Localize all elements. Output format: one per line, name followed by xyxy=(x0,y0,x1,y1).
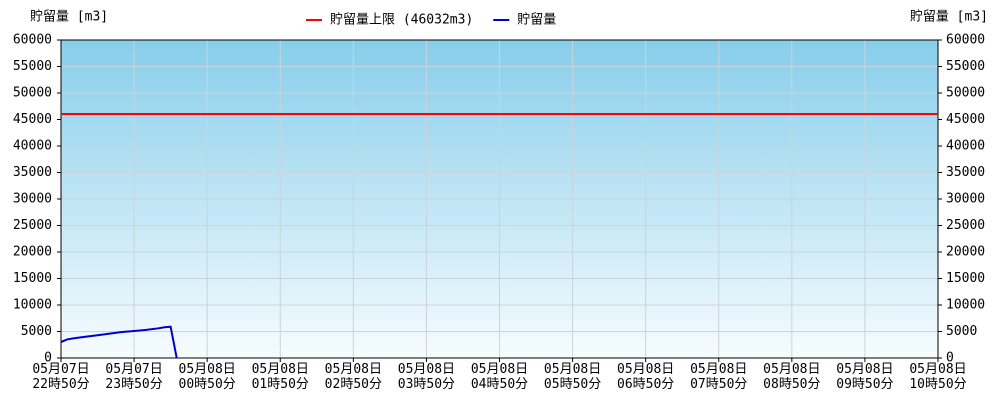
y2-axis-title: 貯留量 [m3] xyxy=(910,10,988,25)
y2-tick-label: 0 xyxy=(946,351,954,366)
y-tick-label: 55000 xyxy=(13,59,52,74)
x-tick-label: 05月08日 00時50分 xyxy=(178,362,236,392)
x-tick-label: 05月08日 03時50分 xyxy=(397,362,456,392)
x-tick-label: 05月08日 08時50分 xyxy=(763,362,821,392)
x-tick-label: 05月07日 23時50分 xyxy=(105,362,163,392)
y2-tick-label: 30000 xyxy=(946,192,985,207)
x-tick-label: 05月08日 04時50分 xyxy=(470,362,529,392)
y-tick-label: 0 xyxy=(44,351,52,366)
y-tick-label: 45000 xyxy=(13,112,52,127)
y2-tick-label: 15000 xyxy=(946,271,985,286)
x-tick-label: 05月07日 22時50分 xyxy=(32,362,90,392)
x-tick-label: 05月08日 01時50分 xyxy=(251,362,309,392)
y-tick-label: 10000 xyxy=(13,298,52,313)
y-tick-label: 40000 xyxy=(13,139,52,154)
y2-tick-label: 45000 xyxy=(946,112,985,127)
y-tick-label: 60000 xyxy=(13,33,52,48)
y2-tick-label: 35000 xyxy=(946,165,985,180)
plot-border xyxy=(60,39,939,359)
y2-tick-label: 10000 xyxy=(946,298,985,313)
y2-tick-label: 40000 xyxy=(946,139,985,154)
y2-tick-label: 20000 xyxy=(946,245,985,260)
y-axis-title: 貯留量 [m3] xyxy=(30,10,108,25)
y2-tick-label: 50000 xyxy=(946,86,985,101)
y-tick-label: 5000 xyxy=(21,324,52,339)
y-tick-label: 30000 xyxy=(13,192,52,207)
x-tick-label: 05月08日 02時50分 xyxy=(324,362,382,392)
x-tick-label: 05月08日 05時50分 xyxy=(543,362,602,392)
x-tick-label: 05月08日 06時50分 xyxy=(617,362,675,392)
y-tick-label: 20000 xyxy=(13,245,52,260)
x-tick-label: 05月08日 09時50分 xyxy=(836,362,894,392)
y-tick-label: 50000 xyxy=(13,86,52,101)
x-tick-label: 05月08日 10時50分 xyxy=(909,362,967,392)
y-tick-label: 35000 xyxy=(13,165,52,180)
series-line xyxy=(60,325,178,359)
legend-label: 貯留量 xyxy=(517,13,556,28)
y2-tick-label: 5000 xyxy=(946,324,977,339)
y-tick-label: 25000 xyxy=(13,218,52,233)
x-tick-label: 05月08日 07時50分 xyxy=(690,362,748,392)
y-tick-label: 15000 xyxy=(13,271,52,286)
legend-label: 貯留量上限 (46032m3) xyxy=(330,13,473,28)
y2-tick-label: 60000 xyxy=(946,33,985,48)
y2-tick-label: 25000 xyxy=(946,218,985,233)
y2-tick-label: 55000 xyxy=(946,59,985,74)
